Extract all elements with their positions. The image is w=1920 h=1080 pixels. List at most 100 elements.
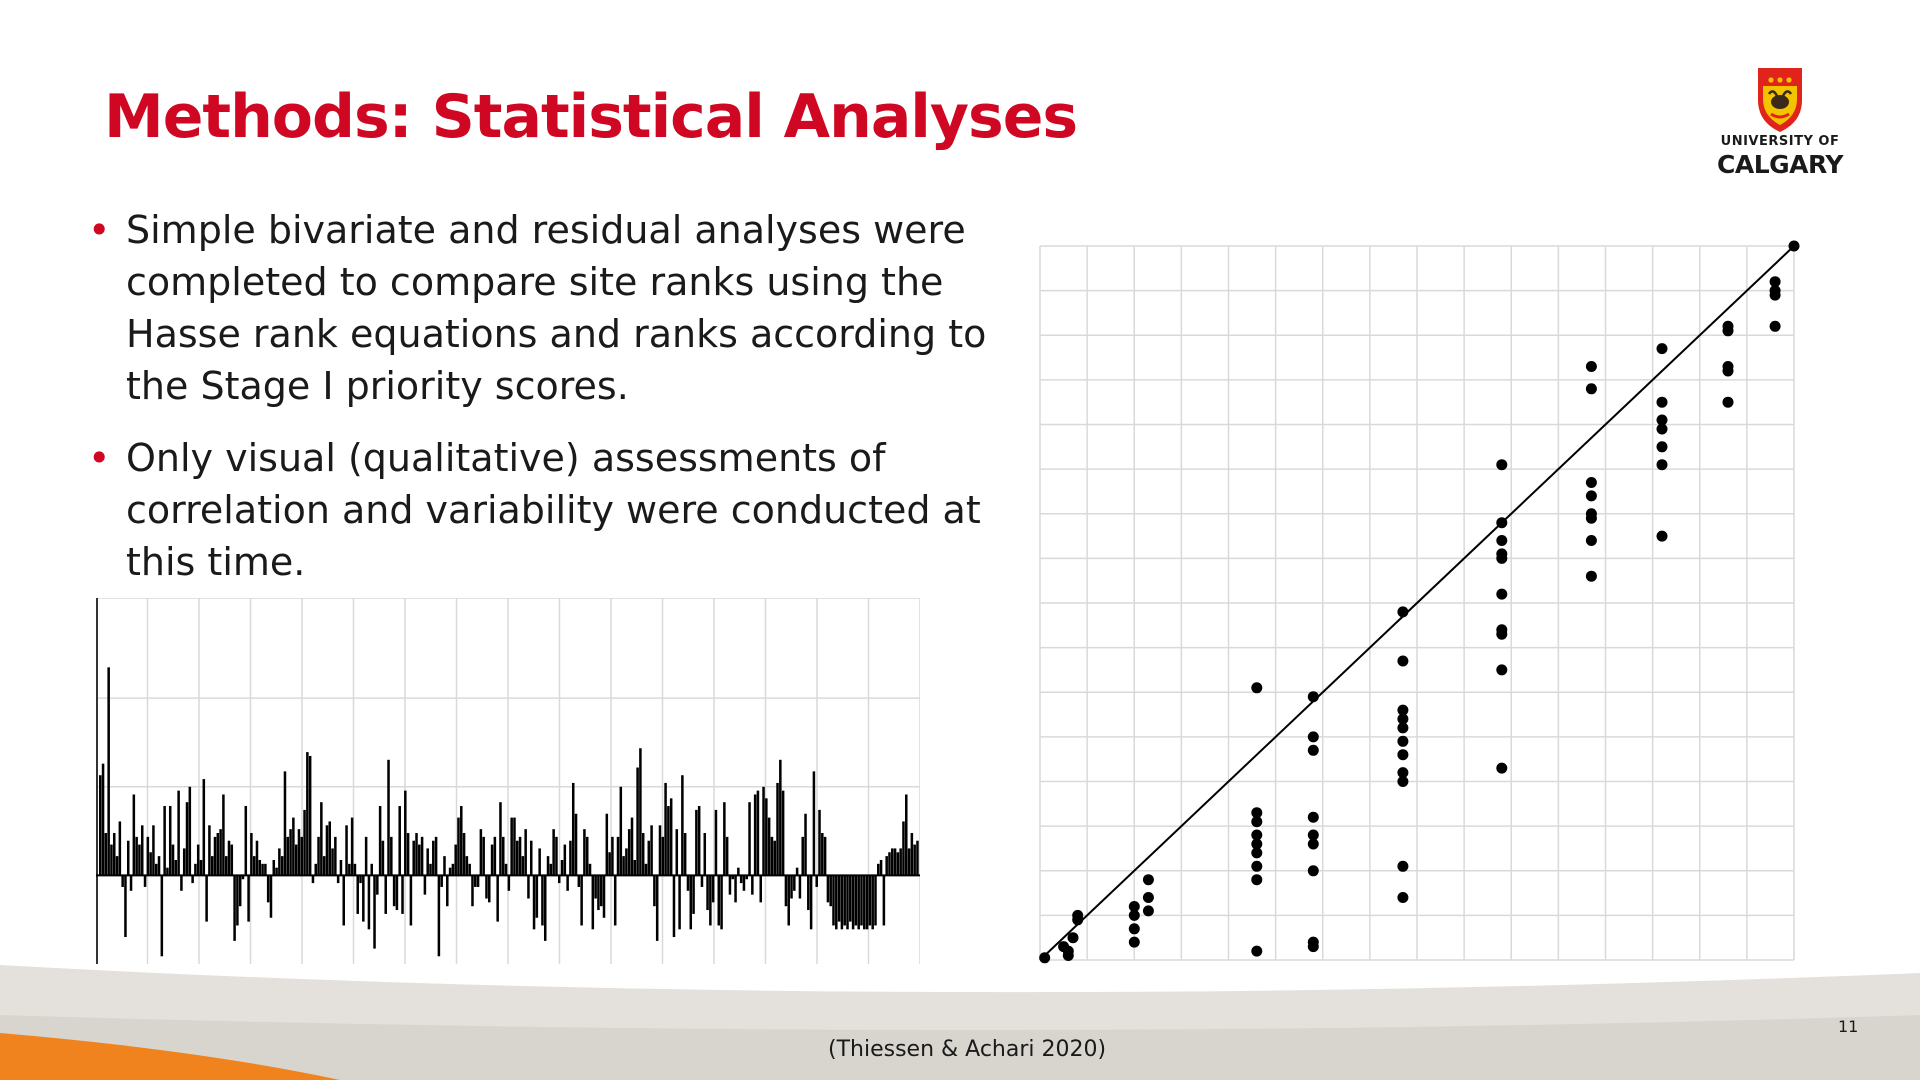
residual-bar — [899, 848, 902, 876]
residual-bar — [916, 840, 919, 876]
residual-bar — [779, 759, 782, 876]
scatter-point — [1397, 606, 1409, 618]
university-logo: UNIVERSITY OF CALGARY — [1705, 64, 1855, 184]
residual-bar — [160, 875, 164, 957]
residual-bar — [448, 867, 452, 876]
residual-bar — [451, 863, 455, 876]
residual-bar — [860, 875, 863, 926]
residual-bar — [440, 875, 443, 887]
scatter-point — [1722, 320, 1734, 332]
residual-bar — [905, 794, 908, 876]
residual-bar — [877, 863, 880, 876]
scatter-point — [1307, 744, 1319, 756]
scatter-point — [1496, 588, 1508, 600]
scatter-point — [1251, 829, 1263, 841]
residual-bar — [585, 836, 589, 876]
residual-bar — [398, 806, 401, 876]
scatter-point — [1062, 950, 1074, 961]
residual-bar — [678, 875, 681, 930]
residual-bar — [821, 833, 824, 876]
residual-bar — [902, 821, 905, 876]
residual-bar — [809, 875, 813, 930]
residual-bar — [518, 836, 522, 876]
residual-bar — [384, 875, 387, 914]
residual-bar — [468, 863, 471, 876]
residual-bar — [261, 863, 264, 876]
residual-bar — [180, 875, 183, 891]
residual-bar — [580, 875, 583, 926]
residual-bar — [569, 840, 572, 876]
residual-bar — [535, 875, 539, 918]
residual-bar — [759, 875, 762, 903]
residual-bar — [140, 825, 144, 876]
residual-bar — [655, 875, 659, 941]
residual-bar — [837, 875, 841, 922]
residual-bar — [557, 875, 561, 884]
residual-bar — [616, 836, 620, 876]
residual-bar — [840, 875, 844, 930]
residual-bar — [683, 833, 687, 876]
residual-bar — [208, 825, 211, 876]
residual-bar — [714, 809, 718, 876]
residual-bar — [753, 794, 757, 876]
residual-bar — [353, 863, 357, 876]
residual-bar — [549, 863, 553, 876]
scatter-point — [1496, 762, 1508, 774]
residual-bar — [711, 875, 715, 903]
scatter-point — [1496, 624, 1508, 636]
residual-bar — [798, 875, 802, 899]
residual-bar — [857, 875, 860, 930]
residual-bar — [275, 867, 278, 876]
residual-bar — [364, 836, 368, 876]
scatter-point — [1251, 860, 1263, 872]
residual-bar — [272, 859, 276, 876]
residual-bar — [488, 875, 491, 903]
residual-bar — [135, 836, 138, 876]
scatter-point — [1585, 570, 1597, 582]
residual-bar — [633, 859, 637, 876]
residual-bar — [320, 802, 323, 876]
residual-bar — [700, 875, 704, 887]
residual-bar — [893, 848, 897, 876]
residual-bar — [278, 848, 281, 876]
scatter-point — [1496, 459, 1508, 471]
residual-bar — [146, 836, 150, 876]
residual-bar — [171, 844, 175, 876]
residual-bar — [112, 833, 116, 876]
residual-bar — [292, 817, 295, 876]
residual-bar — [429, 863, 432, 876]
residual-bar — [101, 763, 105, 876]
citation: (Thiessen & Achari 2020) — [828, 1037, 1107, 1062]
residual-bar — [437, 875, 441, 957]
residual-bar — [404, 790, 407, 876]
residual-bar — [465, 856, 469, 876]
residual-bar — [432, 840, 435, 876]
residual-bar — [863, 875, 866, 930]
residual-bar — [266, 875, 270, 903]
scatter-point — [1496, 548, 1508, 560]
scatter-point — [1128, 901, 1140, 912]
scatter-point — [1722, 396, 1734, 408]
residual-bar — [695, 809, 698, 876]
residual-bar — [907, 848, 911, 876]
residual-bar — [675, 829, 679, 876]
residual-bar — [832, 875, 835, 926]
residual-bar — [255, 840, 259, 876]
residual-bar — [812, 771, 816, 876]
residual-bar — [376, 875, 379, 895]
residual-bar — [776, 782, 779, 876]
scatter-point — [1307, 829, 1319, 841]
residual-bar — [664, 782, 667, 876]
scatter-point — [1585, 490, 1597, 502]
residual-bar — [373, 875, 376, 949]
scatter-point — [1585, 477, 1597, 488]
scatter-point — [1585, 508, 1597, 520]
residual-bar — [196, 844, 200, 876]
residual-bar — [143, 875, 147, 887]
residual-bar — [311, 875, 315, 884]
residual-bar — [110, 844, 113, 876]
scatter-point — [1128, 936, 1140, 948]
scatter-point — [1307, 811, 1319, 823]
residual-bar — [348, 863, 351, 876]
residual-bar — [241, 875, 245, 880]
